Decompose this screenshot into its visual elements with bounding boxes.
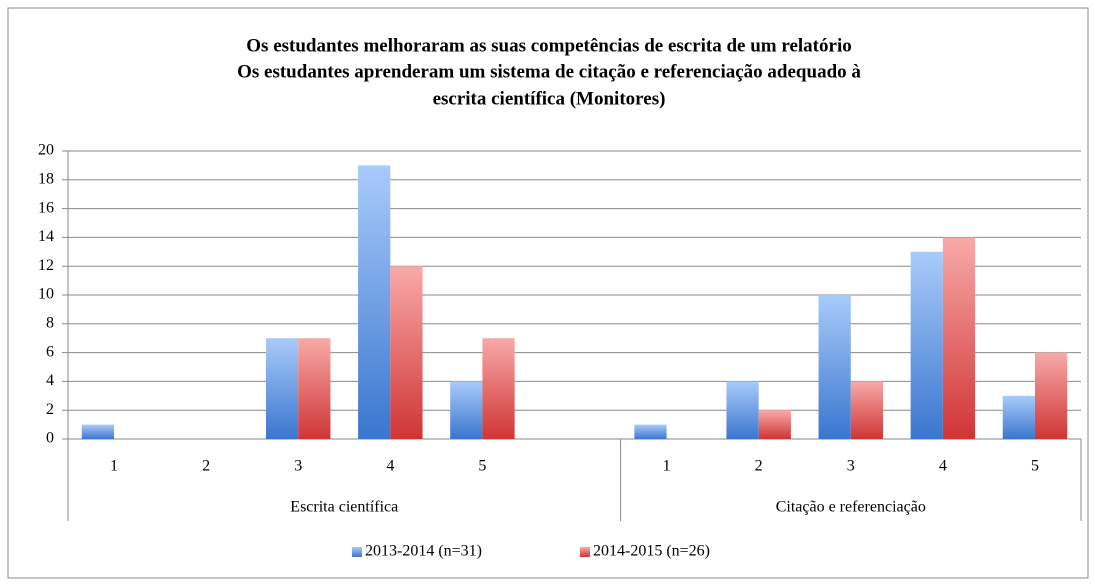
y-tick-label: 16 — [38, 199, 54, 216]
y-tick-label: 12 — [38, 257, 54, 274]
group-label: Escrita científica — [290, 499, 398, 516]
bar — [390, 266, 423, 439]
bar — [910, 251, 943, 439]
bar — [482, 338, 515, 439]
bar — [634, 424, 667, 439]
legend-swatch — [580, 547, 590, 557]
x-tick-label: 4 — [386, 458, 394, 475]
x-tick-label: 4 — [939, 458, 947, 475]
y-tick-label: 18 — [38, 170, 54, 187]
bar — [81, 424, 115, 439]
legend-swatch — [352, 547, 362, 557]
chart-title: Os estudantes melhoraram as suas competê… — [246, 35, 851, 56]
x-tick-label: 2 — [755, 458, 763, 475]
y-tick-label: 8 — [46, 314, 54, 331]
bar — [358, 165, 391, 439]
bar — [818, 295, 851, 439]
bar — [758, 410, 791, 439]
bar — [850, 381, 884, 439]
bar — [1034, 352, 1068, 439]
chart-title: Os estudantes aprenderam um sistema de c… — [237, 61, 861, 82]
x-tick-label: 3 — [847, 458, 855, 475]
x-tick-label: 1 — [110, 458, 118, 475]
chart-title: escrita científica (Monitores) — [433, 88, 666, 109]
chart-frame — [7, 7, 1089, 579]
y-tick-label: 10 — [38, 286, 54, 303]
bar — [298, 338, 331, 439]
x-tick-label: 2 — [202, 458, 210, 475]
y-tick-label: 14 — [38, 228, 54, 245]
y-tick-label: 4 — [46, 372, 54, 389]
y-tick-label: 20 — [38, 142, 54, 159]
bar — [726, 381, 759, 439]
legend-label: 2013-2014 (n=31) — [365, 543, 482, 560]
x-tick-label: 3 — [294, 458, 302, 475]
y-tick-label: 6 — [46, 343, 54, 360]
y-tick-label: 2 — [46, 401, 54, 418]
bar — [450, 381, 483, 439]
x-tick-label: 1 — [663, 458, 671, 475]
y-tick-label: 0 — [46, 430, 54, 447]
bar — [942, 237, 976, 439]
x-tick-label: 5 — [1031, 458, 1039, 475]
legend-label: 2014-2015 (n=26) — [593, 543, 710, 560]
bar — [1002, 395, 1035, 439]
bar — [265, 338, 299, 439]
group-label: Citação e referenciação — [776, 499, 926, 516]
x-tick-label: 5 — [478, 458, 486, 475]
